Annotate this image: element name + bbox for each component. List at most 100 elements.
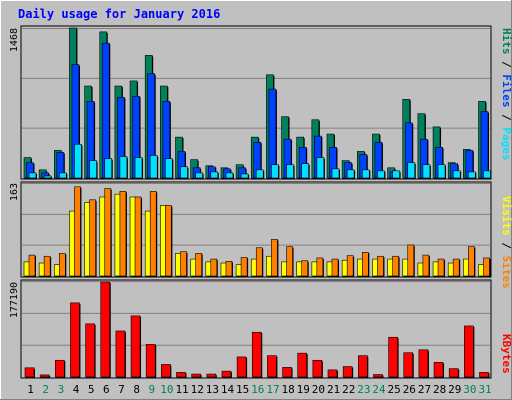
- bar-pages-day-2: [43, 175, 52, 179]
- bar-pages-day-3: [58, 172, 67, 179]
- day-label-22: 22: [342, 383, 355, 396]
- legend-hits: Hits: [500, 28, 512, 55]
- panel-sites-visits: 163: [9, 181, 492, 278]
- bar-pages-day-22: [346, 169, 355, 179]
- bar-kbytes-day-19: [297, 352, 308, 378]
- legend-sep-2: /: [500, 108, 512, 128]
- bar-sites-day-19: [301, 260, 309, 277]
- ymax-label-bottom: 177190: [9, 282, 20, 318]
- bars-hits-files-pages: [23, 27, 492, 179]
- bar-pages-day-25: [392, 170, 400, 179]
- day-label-27: 27: [418, 383, 431, 396]
- bar-kbytes-day-31: [479, 372, 489, 378]
- bar-kbytes-day-23: [357, 355, 368, 378]
- bar-kbytes-day-12: [191, 373, 201, 378]
- bar-kbytes-day-26: [403, 352, 414, 378]
- day-labels: 1 2 3 4 5 6 7 8 9 10 11 12 13 14 15 16 17 18 19 20 21 22 23 24 2…: [27, 383, 491, 396]
- day-label-6: 6: [103, 383, 110, 396]
- bar-sites-day-23: [361, 251, 369, 277]
- bar-kbytes-day-16: [251, 331, 262, 378]
- bar-pages-day-26: [407, 162, 416, 179]
- bar-sites-day-11: [180, 251, 187, 277]
- bar-pages-day-31: [483, 170, 491, 179]
- bar-pages-day-12: [195, 172, 203, 179]
- panel-hits-files-pages: 1468: [9, 25, 492, 180]
- bar-sites-day-22: [346, 255, 354, 277]
- bar-files-day-6: [101, 42, 110, 179]
- bar-sites-day-3: [58, 253, 66, 277]
- bar-pages-day-30: [468, 171, 476, 179]
- bar-sites-day-14: [225, 261, 233, 277]
- bar-kbytes-day-14: [221, 370, 232, 378]
- ymax-label-top: 1468: [9, 28, 20, 52]
- day-label-1: 1: [27, 383, 34, 396]
- bar-sites-day-7: [119, 191, 127, 277]
- bar-kbytes-day-27: [418, 349, 429, 378]
- bar-kbytes-day-1: [24, 367, 35, 378]
- legend-sites: Sites: [500, 256, 512, 289]
- day-label-3: 3: [58, 383, 65, 396]
- legend-sep-3: /: [500, 236, 512, 256]
- day-label-18: 18: [282, 383, 295, 396]
- bar-sites-day-28: [437, 258, 445, 277]
- bar-sites-day-16: [255, 247, 263, 277]
- bar-pages-day-14: [225, 172, 234, 179]
- bar-pages-day-29: [452, 170, 461, 179]
- bar-pages-day-24: [377, 170, 385, 179]
- bar-sites-day-15: [240, 257, 248, 277]
- bar-pages-day-16: [255, 169, 264, 179]
- bar-kbytes-day-13: [206, 373, 217, 378]
- day-label-11: 11: [175, 383, 188, 396]
- ymax-label-middle: 163: [9, 183, 20, 201]
- bar-kbytes-day-24: [373, 374, 383, 378]
- bar-pages-day-20: [316, 157, 325, 179]
- day-label-5: 5: [88, 383, 95, 396]
- bar-sites-day-17: [271, 239, 278, 277]
- bar-kbytes-day-28: [433, 362, 444, 378]
- bar-sites-day-12: [195, 253, 202, 277]
- bar-files-day-31: [480, 111, 489, 179]
- bar-kbytes-day-11: [176, 372, 186, 378]
- day-label-29: 29: [448, 383, 461, 396]
- bar-pages-day-10: [165, 158, 173, 179]
- bar-kbytes-day-20: [312, 359, 323, 378]
- day-label-4: 4: [73, 383, 80, 396]
- bar-kbytes-day-22: [342, 366, 353, 378]
- bar-sites-day-21: [331, 258, 339, 277]
- day-label-25: 25: [388, 383, 401, 396]
- day-label-17: 17: [266, 383, 279, 396]
- bars-kbytes: [24, 281, 490, 378]
- bars-sites-visits: [23, 186, 491, 277]
- bar-kbytes-day-17: [267, 355, 277, 378]
- day-label-28: 28: [433, 383, 446, 396]
- bar-kbytes-day-2: [39, 374, 50, 378]
- day-label-30: 30: [463, 383, 476, 396]
- bar-sites-day-10: [165, 205, 172, 277]
- bar-sites-day-2: [43, 255, 51, 277]
- bar-kbytes-day-18: [282, 367, 292, 378]
- day-label-10: 10: [160, 383, 173, 396]
- bar-sites-day-29: [452, 258, 460, 277]
- bar-kbytes-day-15: [236, 356, 247, 378]
- bar-pages-day-4: [74, 143, 82, 179]
- day-label-13: 13: [206, 383, 219, 396]
- legend-sites-visits: Visits / Sites: [500, 196, 512, 289]
- bar-sites-day-1: [28, 254, 36, 277]
- day-label-24: 24: [372, 383, 386, 396]
- legend-pages: Pages: [500, 127, 512, 160]
- day-label-15: 15: [236, 383, 249, 396]
- bar-kbytes-day-9: [145, 344, 156, 378]
- day-label-31: 31: [478, 383, 491, 396]
- legend-kbytes: KBytes: [500, 334, 512, 374]
- bar-pages-day-17: [271, 164, 279, 179]
- bar-pages-day-19: [301, 163, 310, 179]
- chart-title: Daily usage for January 2016: [18, 7, 220, 21]
- bar-kbytes-day-8: [130, 315, 141, 378]
- legend-visits: Visits: [500, 196, 512, 236]
- day-label-26: 26: [403, 383, 416, 396]
- day-label-20: 20: [312, 383, 325, 396]
- bar-kbytes-day-5: [85, 323, 95, 378]
- bar-pages-day-8: [134, 157, 143, 179]
- bar-sites-day-24: [377, 255, 384, 277]
- bar-sites-day-8: [134, 196, 142, 277]
